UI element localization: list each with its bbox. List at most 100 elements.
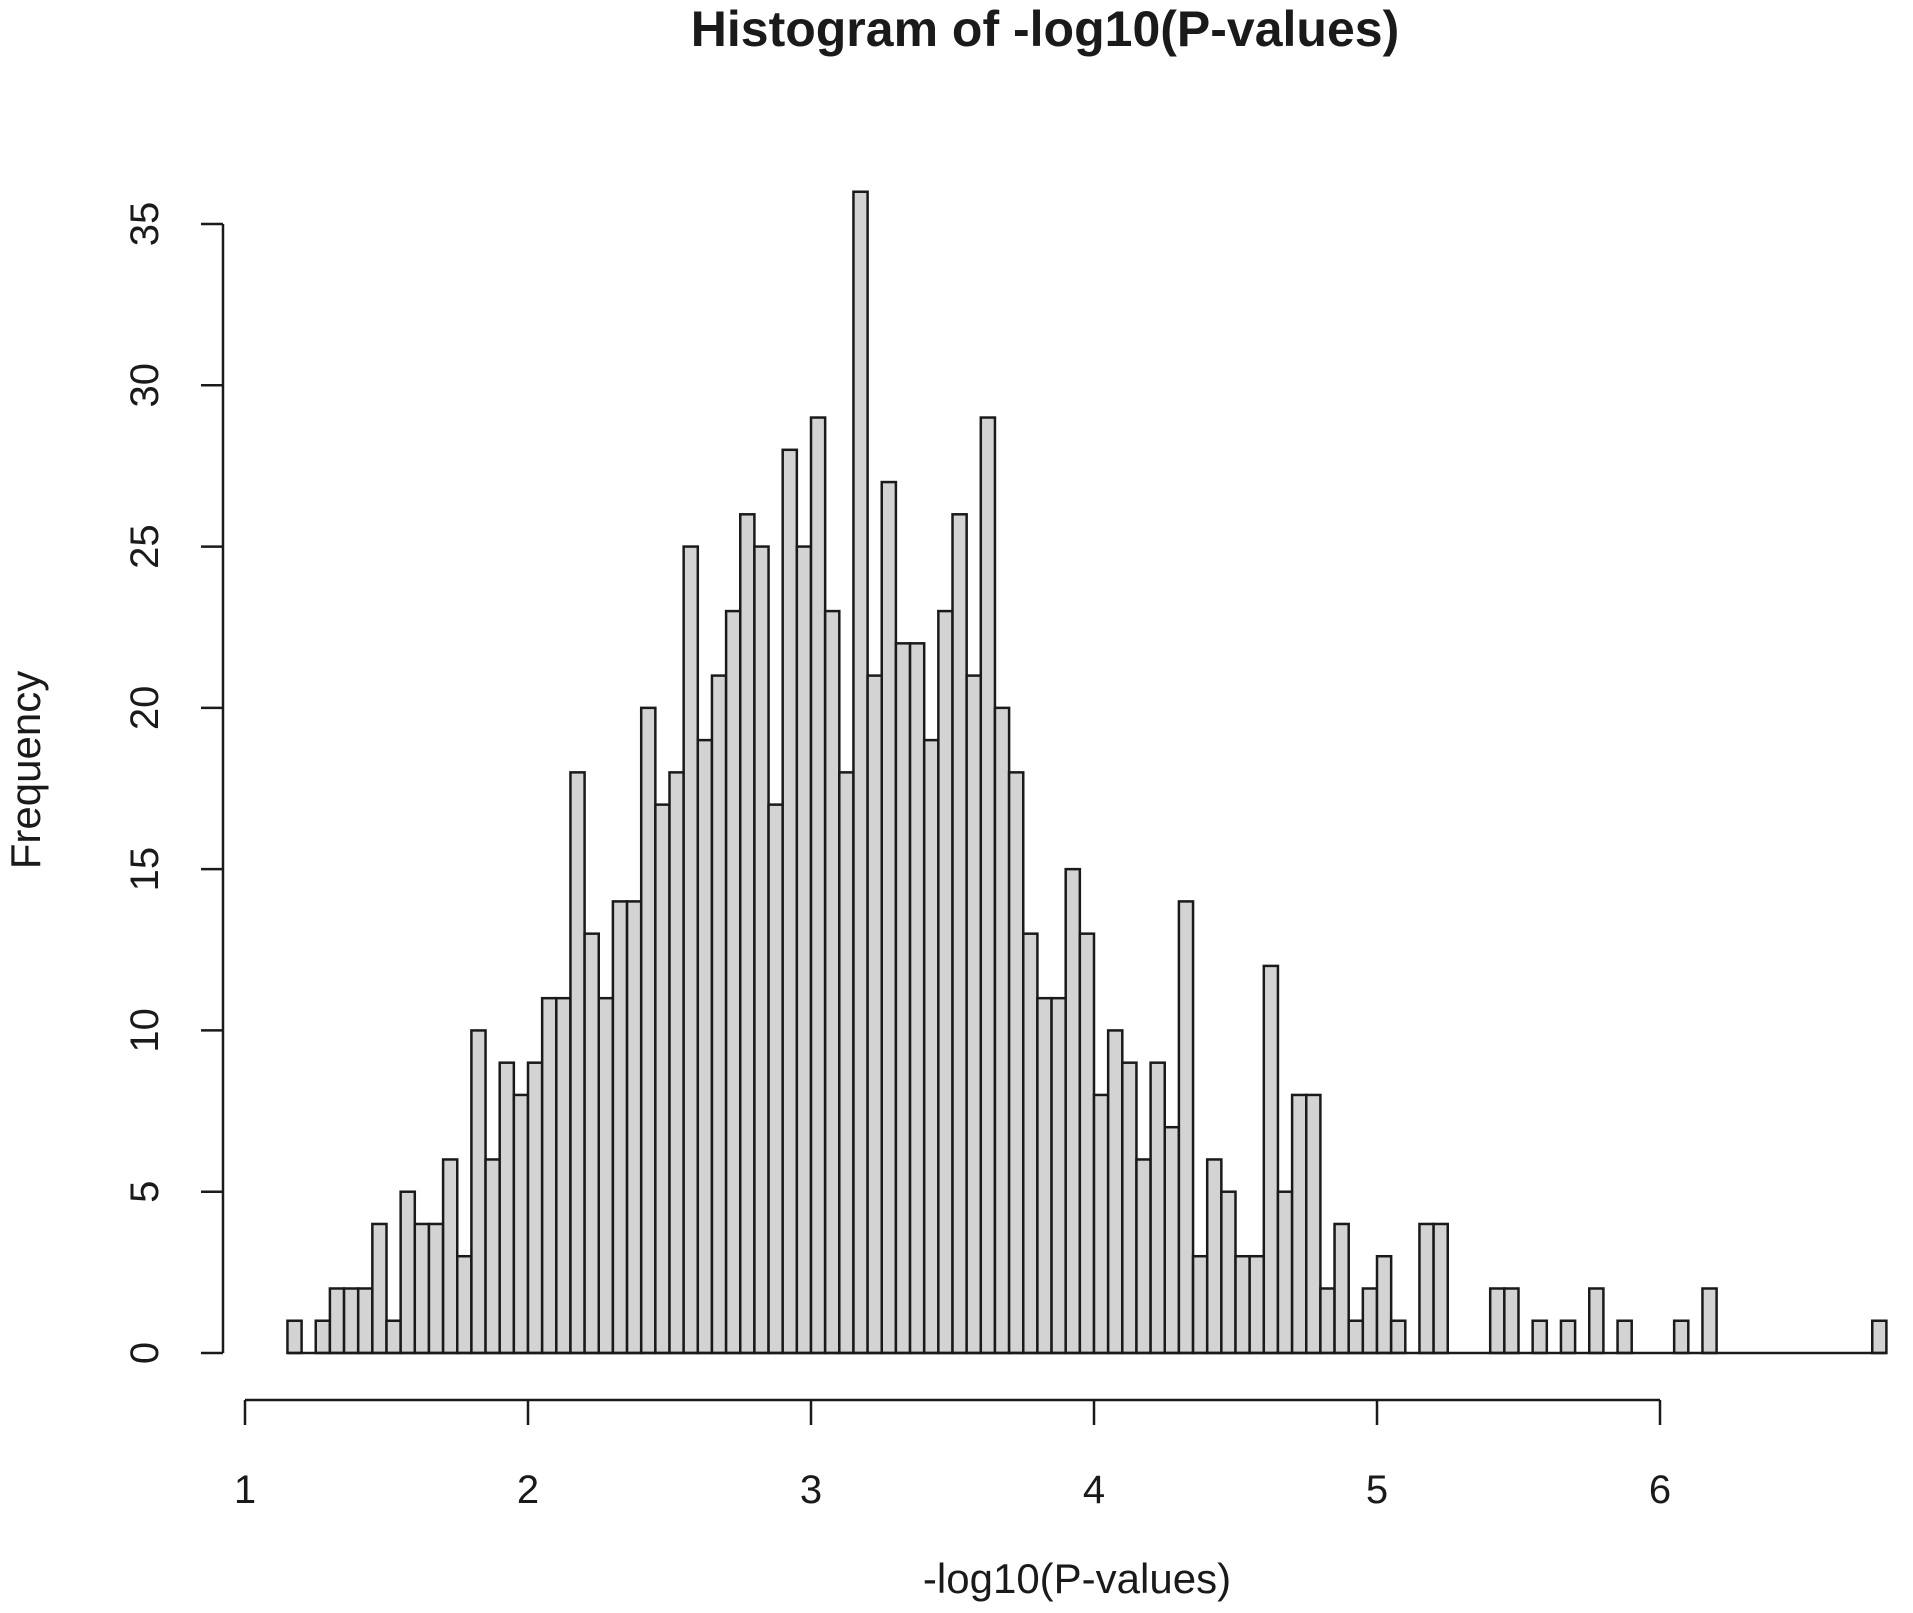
histogram-bar [498, 1061, 516, 1355]
histogram-bar [413, 1222, 431, 1355]
histogram-bars [286, 190, 1888, 1355]
y-axis: 0 5 10 15 20 25 30 35 [123, 202, 225, 1364]
histogram-bar [1701, 1287, 1718, 1355]
histogram-bar [1248, 1254, 1266, 1355]
x-tick-label: 3 [800, 1468, 822, 1512]
histogram-bar [625, 900, 643, 1355]
histogram-bar [823, 609, 841, 1355]
histogram-bar [838, 771, 855, 1355]
histogram-bar [1135, 1158, 1152, 1355]
chart-title: Histogram of -log10(P-values) [691, 1, 1399, 57]
histogram-bar [1389, 1319, 1407, 1355]
histogram-bar [682, 545, 700, 1355]
x-axis: 1 2 3 4 5 6 [234, 1398, 1671, 1512]
histogram-bar [908, 642, 926, 1355]
histogram-bar [739, 513, 756, 1355]
histogram-bar [1488, 1287, 1506, 1355]
histogram-bar [1347, 1319, 1365, 1355]
histogram-bar [1050, 996, 1067, 1355]
histogram-bar [993, 706, 1011, 1355]
histogram-bar [1262, 964, 1280, 1355]
histogram-bar [1022, 932, 1039, 1355]
histogram-bar [1559, 1319, 1577, 1355]
histogram-bar [1092, 1093, 1110, 1355]
histogram-bar [710, 674, 728, 1355]
histogram-bar [1333, 1222, 1350, 1355]
x-tick-label: 1 [234, 1468, 256, 1512]
x-tick-label: 5 [1366, 1468, 1388, 1512]
histogram-bar [526, 1061, 544, 1355]
histogram-bar [795, 545, 813, 1355]
y-tick-label: 5 [123, 1181, 167, 1203]
y-tick-label: 25 [123, 524, 167, 569]
histogram-bar [951, 513, 968, 1355]
histogram-bar [371, 1222, 388, 1355]
histogram-bar [668, 771, 685, 1355]
histogram-bar [1531, 1319, 1549, 1355]
histogram-bar [385, 1319, 402, 1355]
histogram-bar [809, 416, 827, 1355]
histogram-bar [1064, 867, 1082, 1355]
x-axis-label: -log10(P-values) [923, 1555, 1231, 1602]
y-tick-label: 15 [123, 847, 167, 892]
histogram-bar [1234, 1254, 1251, 1355]
histogram-bar [724, 609, 742, 1355]
histogram-bar [583, 932, 600, 1355]
histogram-bar [328, 1287, 346, 1355]
y-tick-label: 0 [123, 1342, 167, 1364]
histogram-bar [470, 1029, 487, 1355]
histogram-bar [427, 1222, 445, 1355]
histogram-bar [1106, 1029, 1124, 1355]
histogram-bar [1177, 900, 1195, 1355]
histogram-bar [342, 1287, 360, 1355]
histogram-bar [314, 1319, 332, 1355]
histogram-bar [979, 416, 997, 1355]
histogram-bar [456, 1254, 473, 1355]
histogram-bar [356, 1287, 374, 1355]
y-tick-label: 35 [123, 202, 167, 247]
histogram-bar [1149, 1061, 1166, 1355]
histogram-bar [1191, 1254, 1209, 1355]
histogram-bar [696, 738, 714, 1355]
histogram-bar [965, 674, 983, 1355]
histogram-bar [1220, 1190, 1237, 1355]
histogram-bar [597, 996, 615, 1355]
histogram-bar [512, 1093, 530, 1355]
histogram-bar [1616, 1319, 1633, 1355]
histogram-bar [555, 996, 572, 1355]
histogram-bar [399, 1190, 417, 1355]
histogram-bar [1361, 1287, 1379, 1355]
histogram-bar [611, 900, 629, 1355]
y-tick-label: 30 [123, 363, 167, 408]
x-tick-label: 4 [1083, 1468, 1105, 1512]
histogram-bar [1418, 1222, 1435, 1355]
histogram-bar [1036, 996, 1053, 1355]
histogram-bar [866, 674, 883, 1355]
histogram-bar [894, 642, 912, 1355]
histogram-bar [1121, 1061, 1138, 1355]
histogram-bar [654, 803, 671, 1355]
histogram-bar [1432, 1222, 1449, 1355]
histogram-bar [753, 545, 770, 1355]
histogram-bar [569, 771, 586, 1355]
y-tick-label: 20 [123, 686, 167, 731]
y-axis-label: Frequency [2, 671, 49, 869]
histogram-bar [1276, 1190, 1294, 1355]
histogram-bar [540, 996, 558, 1355]
histogram-bar [1375, 1254, 1393, 1355]
histogram-bar [767, 803, 784, 1355]
histogram-bar [880, 480, 898, 1355]
histogram-bar [1290, 1093, 1308, 1355]
y-tick-label: 10 [123, 1008, 167, 1053]
histogram-bar [639, 706, 657, 1355]
histogram-bar [1205, 1158, 1223, 1355]
histogram-bar [937, 609, 954, 1355]
histogram-bar [1305, 1093, 1322, 1355]
x-tick-label: 2 [517, 1468, 539, 1512]
histogram-bar [1078, 932, 1096, 1355]
histogram-bar [1672, 1319, 1690, 1355]
histogram-bar [484, 1158, 501, 1355]
histogram-bar [1163, 1125, 1181, 1355]
histogram-bar [1319, 1287, 1336, 1355]
